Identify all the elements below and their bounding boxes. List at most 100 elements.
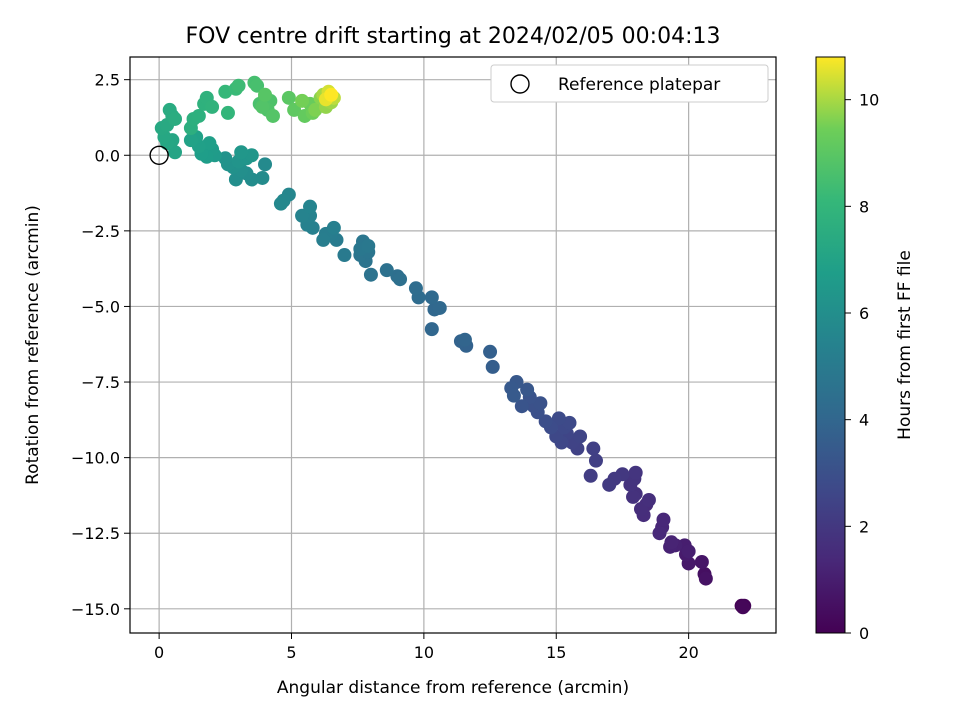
colorbar-gradient	[815, 56, 846, 634]
data-point	[424, 290, 439, 305]
x-tick-label: 10	[414, 643, 434, 662]
y-tick-label: −5.0	[81, 297, 120, 316]
data-point	[551, 411, 566, 426]
data-point	[218, 151, 233, 166]
legend: Reference platepar	[490, 64, 769, 103]
data-point	[191, 108, 206, 123]
x-axis-ticks: 0 5 10 15 20	[154, 633, 699, 662]
data-points	[154, 75, 752, 615]
data-point	[633, 502, 648, 517]
colorbar-ticks: 0 2 4 6 8 10	[845, 91, 879, 643]
data-point	[287, 102, 302, 117]
data-point	[326, 220, 341, 235]
data-point	[457, 332, 472, 347]
legend-box	[490, 64, 769, 103]
colorbar-tick-label: 10	[859, 91, 879, 110]
data-point	[681, 544, 696, 559]
data-point	[586, 441, 601, 456]
colorbar-tick-label: 4	[859, 411, 869, 430]
data-point	[316, 232, 331, 247]
grid	[130, 57, 776, 633]
data-point	[656, 512, 671, 527]
data-point	[303, 199, 318, 214]
data-point	[250, 78, 265, 93]
data-point	[432, 300, 447, 315]
y-tick-label: 2.5	[95, 71, 120, 90]
data-point	[218, 84, 233, 99]
reference-platepar-marker	[149, 145, 169, 165]
data-point	[202, 136, 217, 151]
y-tick-label: −12.5	[71, 524, 120, 543]
y-tick-label: −15.0	[71, 600, 120, 619]
colorbar-tick-label: 2	[859, 517, 869, 536]
colorbar: 0 2 4 6 8 10 Hours from first FF file	[815, 56, 915, 643]
data-point	[533, 396, 548, 411]
x-tick-label: 5	[286, 643, 296, 662]
colorbar-label: Hours from first FF file	[895, 250, 915, 440]
data-point	[573, 429, 588, 444]
data-point	[379, 263, 394, 278]
legend-reference-marker	[510, 74, 530, 94]
data-point	[652, 526, 667, 541]
data-point	[424, 322, 439, 337]
data-point	[183, 133, 198, 148]
data-point	[626, 489, 641, 504]
data-point	[295, 208, 310, 223]
data-point	[273, 196, 288, 211]
data-point	[258, 87, 273, 102]
data-point	[255, 170, 270, 185]
data-point	[408, 281, 423, 296]
y-axis-ticks: 2.5 0.0 −2.5 −5.0 −7.5 −10.0 −12.5 −15.0	[71, 71, 130, 619]
data-point	[363, 267, 378, 282]
colorbar-tick-label: 8	[859, 197, 869, 216]
y-axis-label: Rotation from reference (arcmin)	[23, 205, 43, 485]
data-point	[337, 248, 352, 263]
x-tick-label: 20	[678, 643, 698, 662]
data-point	[265, 108, 280, 123]
y-tick-label: −10.0	[71, 449, 120, 468]
data-point	[324, 87, 339, 102]
data-point	[393, 272, 408, 287]
data-point	[295, 93, 310, 108]
colorbar-tick-label: 0	[859, 624, 869, 643]
data-point	[483, 344, 498, 359]
data-point	[641, 492, 656, 507]
y-tick-label: 0.0	[95, 146, 120, 165]
y-tick-label: −7.5	[81, 373, 120, 392]
data-point	[168, 145, 183, 160]
data-point	[520, 382, 535, 397]
data-point	[562, 415, 577, 430]
data-point	[281, 90, 296, 105]
chart-title: FOV centre drift starting at 2024/02/05 …	[186, 24, 721, 49]
x-tick-label: 15	[546, 643, 566, 662]
data-point	[698, 571, 713, 586]
y-tick-label: −2.5	[81, 222, 120, 241]
data-point	[231, 78, 246, 93]
data-point	[168, 111, 183, 126]
data-point	[664, 535, 679, 550]
plot-frame	[129, 56, 777, 634]
data-point	[506, 388, 521, 403]
data-point	[308, 102, 323, 117]
data-point	[628, 465, 643, 480]
data-point	[588, 453, 603, 468]
data-point	[234, 145, 249, 160]
data-point	[485, 359, 500, 374]
data-point	[255, 99, 270, 114]
data-point	[361, 238, 376, 253]
plot-area: 0 5 10 15 20 2.5 0.0 −2.5 −5.0 −7.5 −10.0 −12.5 −15…	[71, 56, 777, 662]
data-point	[258, 157, 273, 172]
data-point	[244, 148, 259, 163]
data-point	[694, 554, 709, 569]
data-point	[583, 468, 598, 483]
data-point	[602, 477, 617, 492]
data-point	[735, 600, 750, 615]
x-axis-label: Angular distance from reference (arcmin)	[277, 678, 629, 698]
legend-reference-label: Reference platepar	[558, 75, 720, 95]
colorbar-tick-label: 6	[859, 304, 869, 323]
data-point	[514, 399, 529, 414]
data-point	[205, 99, 220, 114]
data-point	[538, 414, 553, 429]
x-tick-label: 0	[154, 643, 164, 662]
